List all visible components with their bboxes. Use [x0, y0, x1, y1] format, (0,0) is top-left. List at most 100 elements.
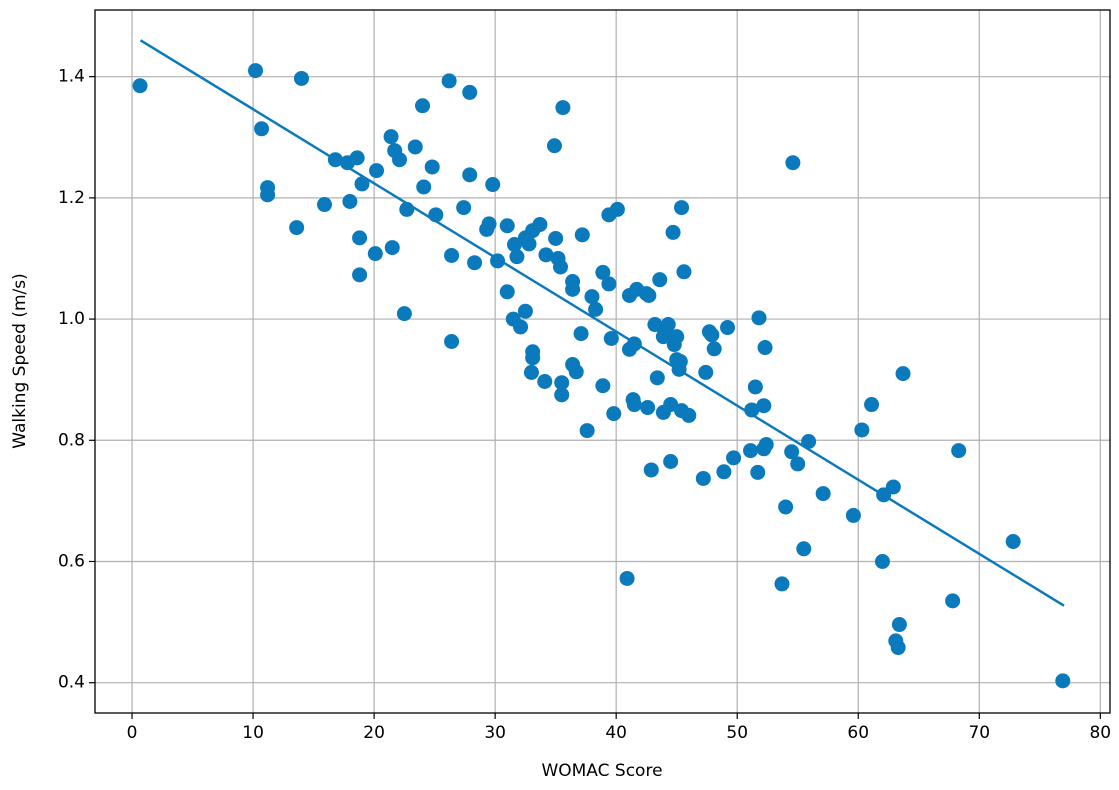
point — [548, 230, 564, 246]
point — [546, 138, 562, 154]
point — [854, 422, 870, 438]
point — [555, 100, 571, 116]
point — [778, 499, 794, 515]
x-tick-label: 40 — [605, 723, 627, 743]
x-tick-label: 0 — [127, 723, 138, 743]
point — [606, 406, 622, 422]
point — [895, 366, 911, 382]
point — [517, 303, 533, 319]
point — [756, 398, 772, 414]
point — [885, 479, 901, 495]
point — [1055, 673, 1071, 689]
point — [626, 397, 642, 413]
point — [815, 486, 831, 502]
y-tick-label: 1.4 — [58, 67, 85, 87]
point — [367, 246, 383, 262]
point — [509, 249, 525, 265]
point — [132, 78, 148, 94]
y-tick-label: 0.4 — [58, 673, 85, 693]
point — [554, 387, 570, 403]
point — [720, 320, 736, 336]
point — [573, 326, 589, 342]
y-tick-label: 0.8 — [58, 430, 85, 450]
point — [481, 216, 497, 232]
x-tick-label: 30 — [484, 723, 506, 743]
point — [747, 379, 763, 395]
y-tick-label: 0.6 — [58, 551, 85, 571]
point — [595, 378, 611, 394]
point — [706, 341, 722, 357]
point — [342, 194, 358, 210]
point — [649, 370, 665, 386]
point — [801, 433, 817, 449]
point — [537, 373, 553, 389]
point — [354, 176, 370, 192]
point — [462, 167, 478, 183]
point — [247, 63, 263, 79]
point — [584, 289, 600, 305]
point — [663, 397, 679, 413]
point — [601, 276, 617, 292]
point — [513, 319, 529, 335]
point — [951, 443, 967, 459]
point — [663, 453, 679, 469]
point — [415, 98, 431, 114]
x-tick-label: 70 — [968, 723, 990, 743]
point — [424, 159, 440, 175]
point — [891, 617, 907, 633]
x-tick-label: 20 — [363, 723, 385, 743]
point — [669, 329, 685, 345]
point — [676, 264, 692, 280]
point — [595, 264, 611, 280]
point — [568, 364, 584, 380]
point — [485, 177, 501, 193]
point — [704, 327, 720, 343]
point — [716, 464, 732, 480]
point — [369, 163, 385, 179]
point — [384, 240, 400, 256]
point — [757, 340, 773, 356]
point — [726, 450, 742, 466]
point — [652, 272, 668, 288]
point — [758, 437, 774, 453]
point — [609, 201, 625, 217]
point — [352, 267, 368, 283]
y-axis-label: Walking Speed (m/s) — [10, 273, 30, 449]
point — [874, 553, 890, 569]
point — [790, 456, 806, 472]
x-axis-label: WOMAC Score — [541, 761, 662, 781]
point — [383, 129, 399, 145]
point — [349, 150, 365, 166]
point — [619, 570, 635, 586]
point — [507, 237, 523, 253]
point — [751, 310, 767, 326]
point — [554, 375, 570, 391]
point — [785, 155, 801, 171]
point — [579, 423, 595, 439]
point — [665, 224, 681, 240]
point — [784, 444, 800, 460]
x-tick-label: 60 — [847, 723, 869, 743]
point — [1005, 533, 1021, 549]
point — [444, 247, 460, 263]
point — [289, 220, 305, 236]
point — [864, 397, 880, 413]
point — [643, 462, 659, 478]
point — [553, 259, 569, 275]
point — [316, 197, 332, 213]
point — [392, 152, 408, 168]
point — [660, 317, 676, 333]
point — [444, 334, 460, 350]
point — [352, 230, 368, 246]
x-tick-label: 10 — [242, 723, 264, 743]
point — [603, 330, 619, 346]
point — [796, 541, 812, 557]
point — [462, 84, 478, 100]
point — [441, 73, 457, 89]
point — [499, 218, 515, 234]
point — [499, 284, 515, 300]
plot-frame — [94, 9, 1111, 714]
point — [525, 350, 541, 366]
point — [416, 179, 432, 195]
point — [945, 593, 961, 609]
